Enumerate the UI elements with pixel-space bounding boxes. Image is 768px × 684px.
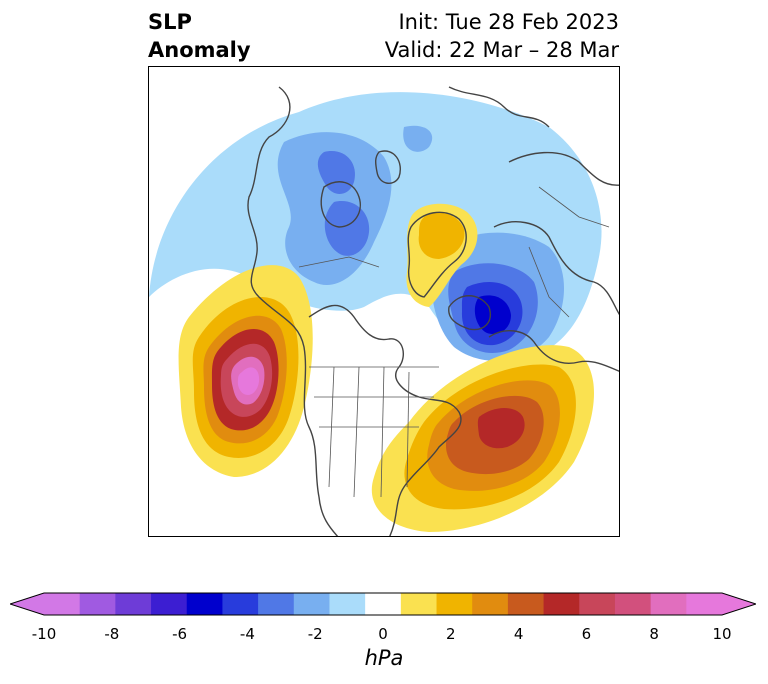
map-dates: Init: Tue 28 Feb 2023 Valid: 22 Mar – 28…: [385, 8, 619, 64]
colorbar-tick-label: -10: [31, 625, 57, 643]
colorbar-cell: [222, 593, 259, 615]
colorbar-tick-label: 0: [378, 625, 388, 643]
title-variable: SLP: [148, 10, 192, 34]
colorbar-cell: [436, 593, 473, 615]
colorbar-tick-label: 6: [581, 625, 592, 643]
colorbar-extend-over: [722, 593, 756, 615]
colorbar-cell: [614, 593, 652, 615]
colorbar-tick-label: -4: [239, 625, 255, 643]
colorbar-cell: [650, 593, 687, 615]
positive-anomaly-pacific-core: [237, 367, 260, 395]
colorbar-tick-label: 2: [446, 625, 456, 643]
colorbar-cell: [472, 593, 509, 615]
colorbar-cells: [44, 593, 723, 615]
map-canvas: [149, 86, 619, 536]
colorbar-cell: [400, 593, 438, 615]
map-title: SLP Anomaly: [148, 8, 251, 64]
colorbar-tick-label: 8: [649, 625, 659, 643]
anomaly-map: [148, 66, 620, 537]
colorbar-cell: [686, 593, 723, 615]
positive-anomaly-arctic-core: [418, 212, 465, 259]
colorbar-cell: [79, 593, 116, 615]
init-date: Init: Tue 28 Feb 2023: [398, 10, 619, 34]
colorbar-cell: [186, 593, 223, 615]
colorbar-cell: [507, 593, 545, 615]
colorbar-cell: [293, 593, 330, 615]
colorbar-tick-label: -6: [172, 625, 188, 643]
colorbar-cell: [329, 593, 366, 615]
colorbar-cell: [258, 593, 295, 615]
colorbar-cell: [151, 593, 188, 615]
negative-anomaly-baffin: [403, 125, 433, 152]
colorbar-cell: [579, 593, 616, 615]
colorbar-cell: [44, 593, 81, 615]
colorbar-outline: [10, 592, 756, 616]
colorbar-cell: [365, 593, 402, 615]
colorbar-extend-under: [10, 593, 44, 615]
colorbar-cell: [543, 593, 580, 615]
colorbar-tick-label: 10: [712, 625, 732, 643]
title-variable-sub: Anomaly: [148, 38, 251, 62]
negative-anomaly-europe-center: [474, 295, 511, 335]
colorbar-tick-label: 4: [513, 625, 524, 643]
valid-range: Valid: 22 Mar – 28 Mar: [384, 38, 619, 62]
colorbar-tick-label: -8: [104, 625, 120, 643]
positive-anomaly-atlantic-core: [477, 408, 525, 449]
colorbar: [10, 592, 756, 616]
colorbar-cell: [115, 593, 152, 615]
borders: [298, 186, 610, 498]
colorbar-unit: hPa: [364, 646, 404, 670]
colorbar-tick-label: -2: [307, 625, 323, 643]
